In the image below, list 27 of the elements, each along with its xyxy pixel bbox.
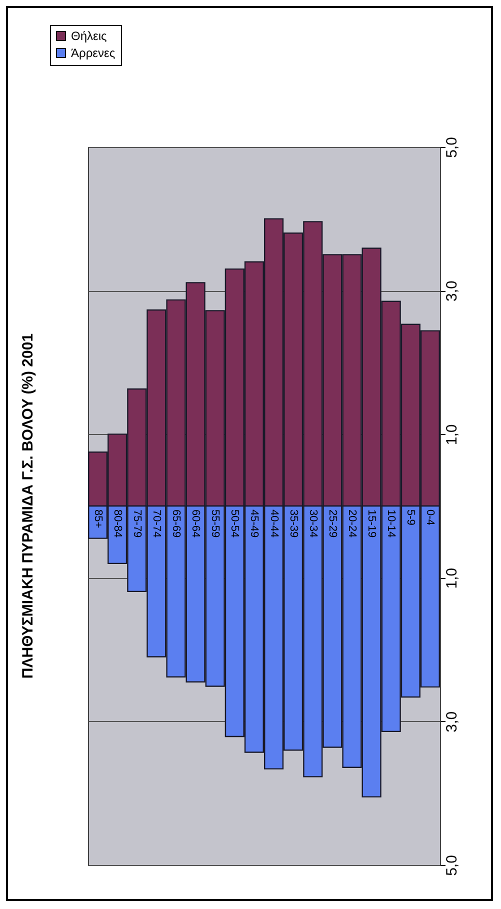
x-tick-label: 35-39 [287,510,300,538]
text: ΠΛΗΘΥΣΜΙΑΚΗ ΠΥΡΑΜΙΔΑ Γ.Σ. ΒΟΛΟΥ (%) 2001 [20,333,36,679]
y-tick-label: 1,0 [444,568,460,589]
x-tick-label: 30-34 [306,510,319,538]
x-tick-label: 70-74 [150,510,162,538]
y-tick-label: 5,0 [444,855,460,876]
y-tick-label: 5,0 [444,137,460,158]
y-tick-label: 3,0 [444,280,460,302]
y-tick-label: 3,0 [444,711,460,732]
x-tick-label: 80-84 [111,510,124,538]
x-tick-label: 75-79 [130,510,143,538]
x-tick-label: 85+ [92,510,104,528]
y-tick-label: 1,0 [444,424,460,446]
x-tick-label: 10-14 [385,510,398,538]
x-tick-label: 65-69 [170,510,182,538]
x-tick-label: 50-54 [228,510,241,538]
x-tick-label: 25-29 [326,510,338,538]
x-tick-label: 15-19 [366,510,378,538]
x-tick-label: 20-24 [346,510,358,538]
legend-label: Άρρενες [71,46,116,60]
x-tick-label: 55-59 [209,510,222,538]
x-tick-label: 5-9 [404,510,417,526]
x-tick-label: 40-44 [268,510,280,538]
x-tick-label: 0-4 [424,510,436,526]
legend-label: Θήλεις [71,29,108,43]
x-tick-label: 45-49 [248,510,260,538]
x-tick-label: 60-64 [190,510,202,538]
